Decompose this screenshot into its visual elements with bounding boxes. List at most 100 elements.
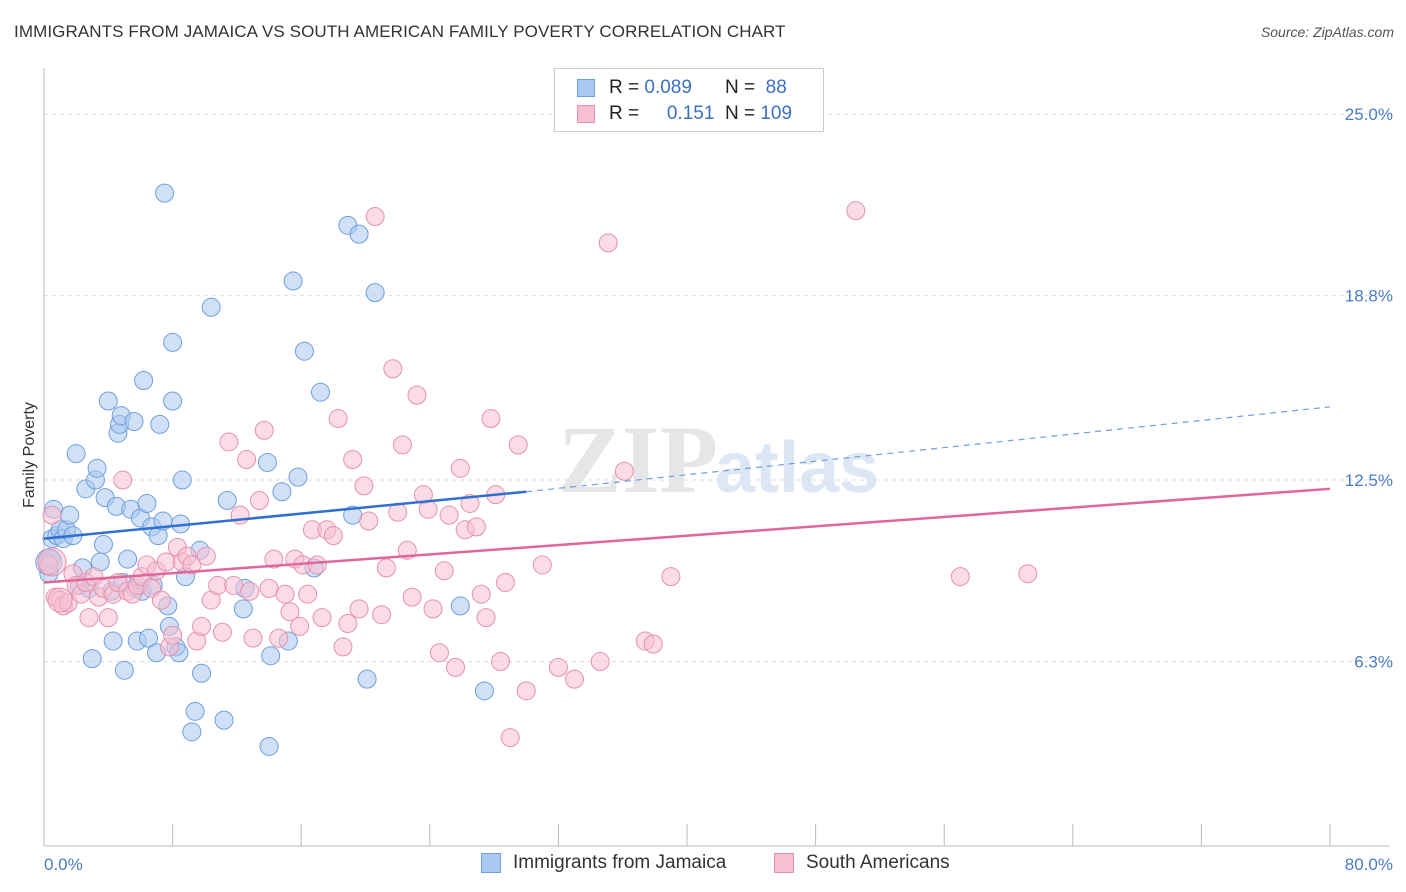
data-point bbox=[290, 616, 310, 636]
data-point bbox=[254, 420, 274, 440]
data-point bbox=[283, 271, 303, 291]
watermark: ZIP bbox=[558, 406, 718, 513]
data-point bbox=[359, 511, 379, 531]
data-point bbox=[257, 452, 277, 472]
data-point bbox=[446, 657, 466, 677]
data-point bbox=[66, 444, 86, 464]
data-point bbox=[474, 681, 494, 701]
data-point bbox=[201, 297, 221, 317]
data-point bbox=[661, 567, 681, 587]
data-point bbox=[532, 555, 552, 575]
data-point bbox=[272, 482, 292, 502]
data-point bbox=[240, 581, 260, 601]
data-point bbox=[333, 637, 353, 657]
data-point bbox=[192, 663, 212, 683]
data-point bbox=[192, 616, 212, 636]
data-point bbox=[471, 584, 491, 604]
data-point bbox=[182, 555, 202, 575]
data-point bbox=[1018, 564, 1038, 584]
data-point bbox=[163, 332, 183, 352]
legend-r-label: R = bbox=[609, 103, 640, 124]
data-point bbox=[182, 722, 202, 742]
data-point bbox=[310, 382, 330, 402]
series-immigrants-from-jamaica bbox=[35, 183, 494, 756]
data-point bbox=[237, 450, 257, 470]
data-point bbox=[275, 584, 295, 604]
data-point bbox=[434, 561, 454, 581]
chart-source: Source: ZipAtlas.com bbox=[1260, 24, 1394, 40]
data-point bbox=[423, 599, 443, 619]
data-point bbox=[219, 432, 239, 452]
trend-lines bbox=[43, 406, 1331, 584]
legend-r-value: 0.089 bbox=[644, 77, 692, 98]
legend-n-label: N = bbox=[724, 103, 756, 124]
legend-n-value: 109 bbox=[760, 103, 793, 124]
data-point bbox=[103, 631, 123, 651]
data-point bbox=[298, 584, 318, 604]
x-tick-label: 0.0% bbox=[44, 855, 83, 874]
data-point bbox=[224, 575, 244, 595]
data-point bbox=[163, 391, 183, 411]
y-tick-label: 12.5% bbox=[1345, 471, 1393, 490]
data-point bbox=[460, 493, 480, 513]
data-point bbox=[349, 224, 369, 244]
legend-row-south-americans: R = 0.151 N = 109 bbox=[577, 102, 792, 126]
data-point bbox=[495, 573, 515, 593]
bottom-legend-swatch-south-americans bbox=[774, 853, 794, 873]
axes bbox=[43, 68, 1390, 847]
legend-n-label: N = bbox=[724, 77, 756, 98]
data-point bbox=[846, 201, 866, 221]
data-point bbox=[476, 608, 496, 628]
data-point bbox=[114, 660, 134, 680]
data-point bbox=[614, 461, 634, 481]
data-point bbox=[343, 450, 363, 470]
chart-title: IMMIGRANTS FROM JAMAICA VS SOUTH AMERICA… bbox=[14, 22, 786, 41]
data-point bbox=[354, 476, 374, 496]
series-south-americans bbox=[37, 201, 1038, 748]
data-point bbox=[118, 549, 138, 569]
data-point bbox=[124, 411, 144, 431]
data-point bbox=[156, 552, 176, 572]
data-point bbox=[269, 628, 289, 648]
legend-swatch-jamaica bbox=[577, 79, 595, 97]
data-point bbox=[365, 283, 385, 303]
data-point bbox=[261, 646, 281, 666]
data-point bbox=[372, 605, 392, 625]
data-point bbox=[365, 207, 385, 227]
data-point bbox=[138, 628, 158, 648]
data-point bbox=[243, 628, 263, 648]
watermark-atlas: atlas bbox=[715, 428, 879, 508]
data-point bbox=[294, 341, 314, 361]
data-point bbox=[564, 669, 584, 689]
legend: R = 0.089 N = 88 R = 0.151 N = 109 bbox=[554, 68, 824, 132]
data-point bbox=[548, 657, 568, 677]
trend-line-south-americans bbox=[43, 487, 1331, 584]
bottom-legend-jamaica: Immigrants from Jamaica bbox=[481, 852, 726, 874]
data-point bbox=[42, 505, 62, 525]
data-point bbox=[93, 534, 113, 554]
data-point bbox=[429, 643, 449, 663]
data-point bbox=[402, 587, 422, 607]
legend-row-jamaica: R = 0.089 N = 88 bbox=[577, 76, 787, 100]
data-point bbox=[590, 652, 610, 672]
data-point bbox=[214, 710, 234, 730]
legend-r-label: R = bbox=[609, 77, 640, 98]
data-point bbox=[150, 414, 170, 434]
data-point bbox=[134, 370, 154, 390]
data-point bbox=[82, 649, 102, 669]
data-point bbox=[338, 613, 358, 633]
data-point bbox=[439, 505, 459, 525]
data-point bbox=[113, 470, 133, 490]
data-point bbox=[249, 491, 269, 511]
data-point bbox=[481, 409, 501, 429]
data-point bbox=[155, 183, 175, 203]
data-point bbox=[259, 736, 279, 756]
data-point bbox=[407, 385, 427, 405]
data-point bbox=[98, 391, 118, 411]
data-point bbox=[280, 602, 300, 622]
bottom-legend-south-americans: South Americans bbox=[774, 852, 950, 874]
data-point bbox=[328, 409, 348, 429]
data-point bbox=[196, 546, 216, 566]
data-point bbox=[312, 608, 332, 628]
